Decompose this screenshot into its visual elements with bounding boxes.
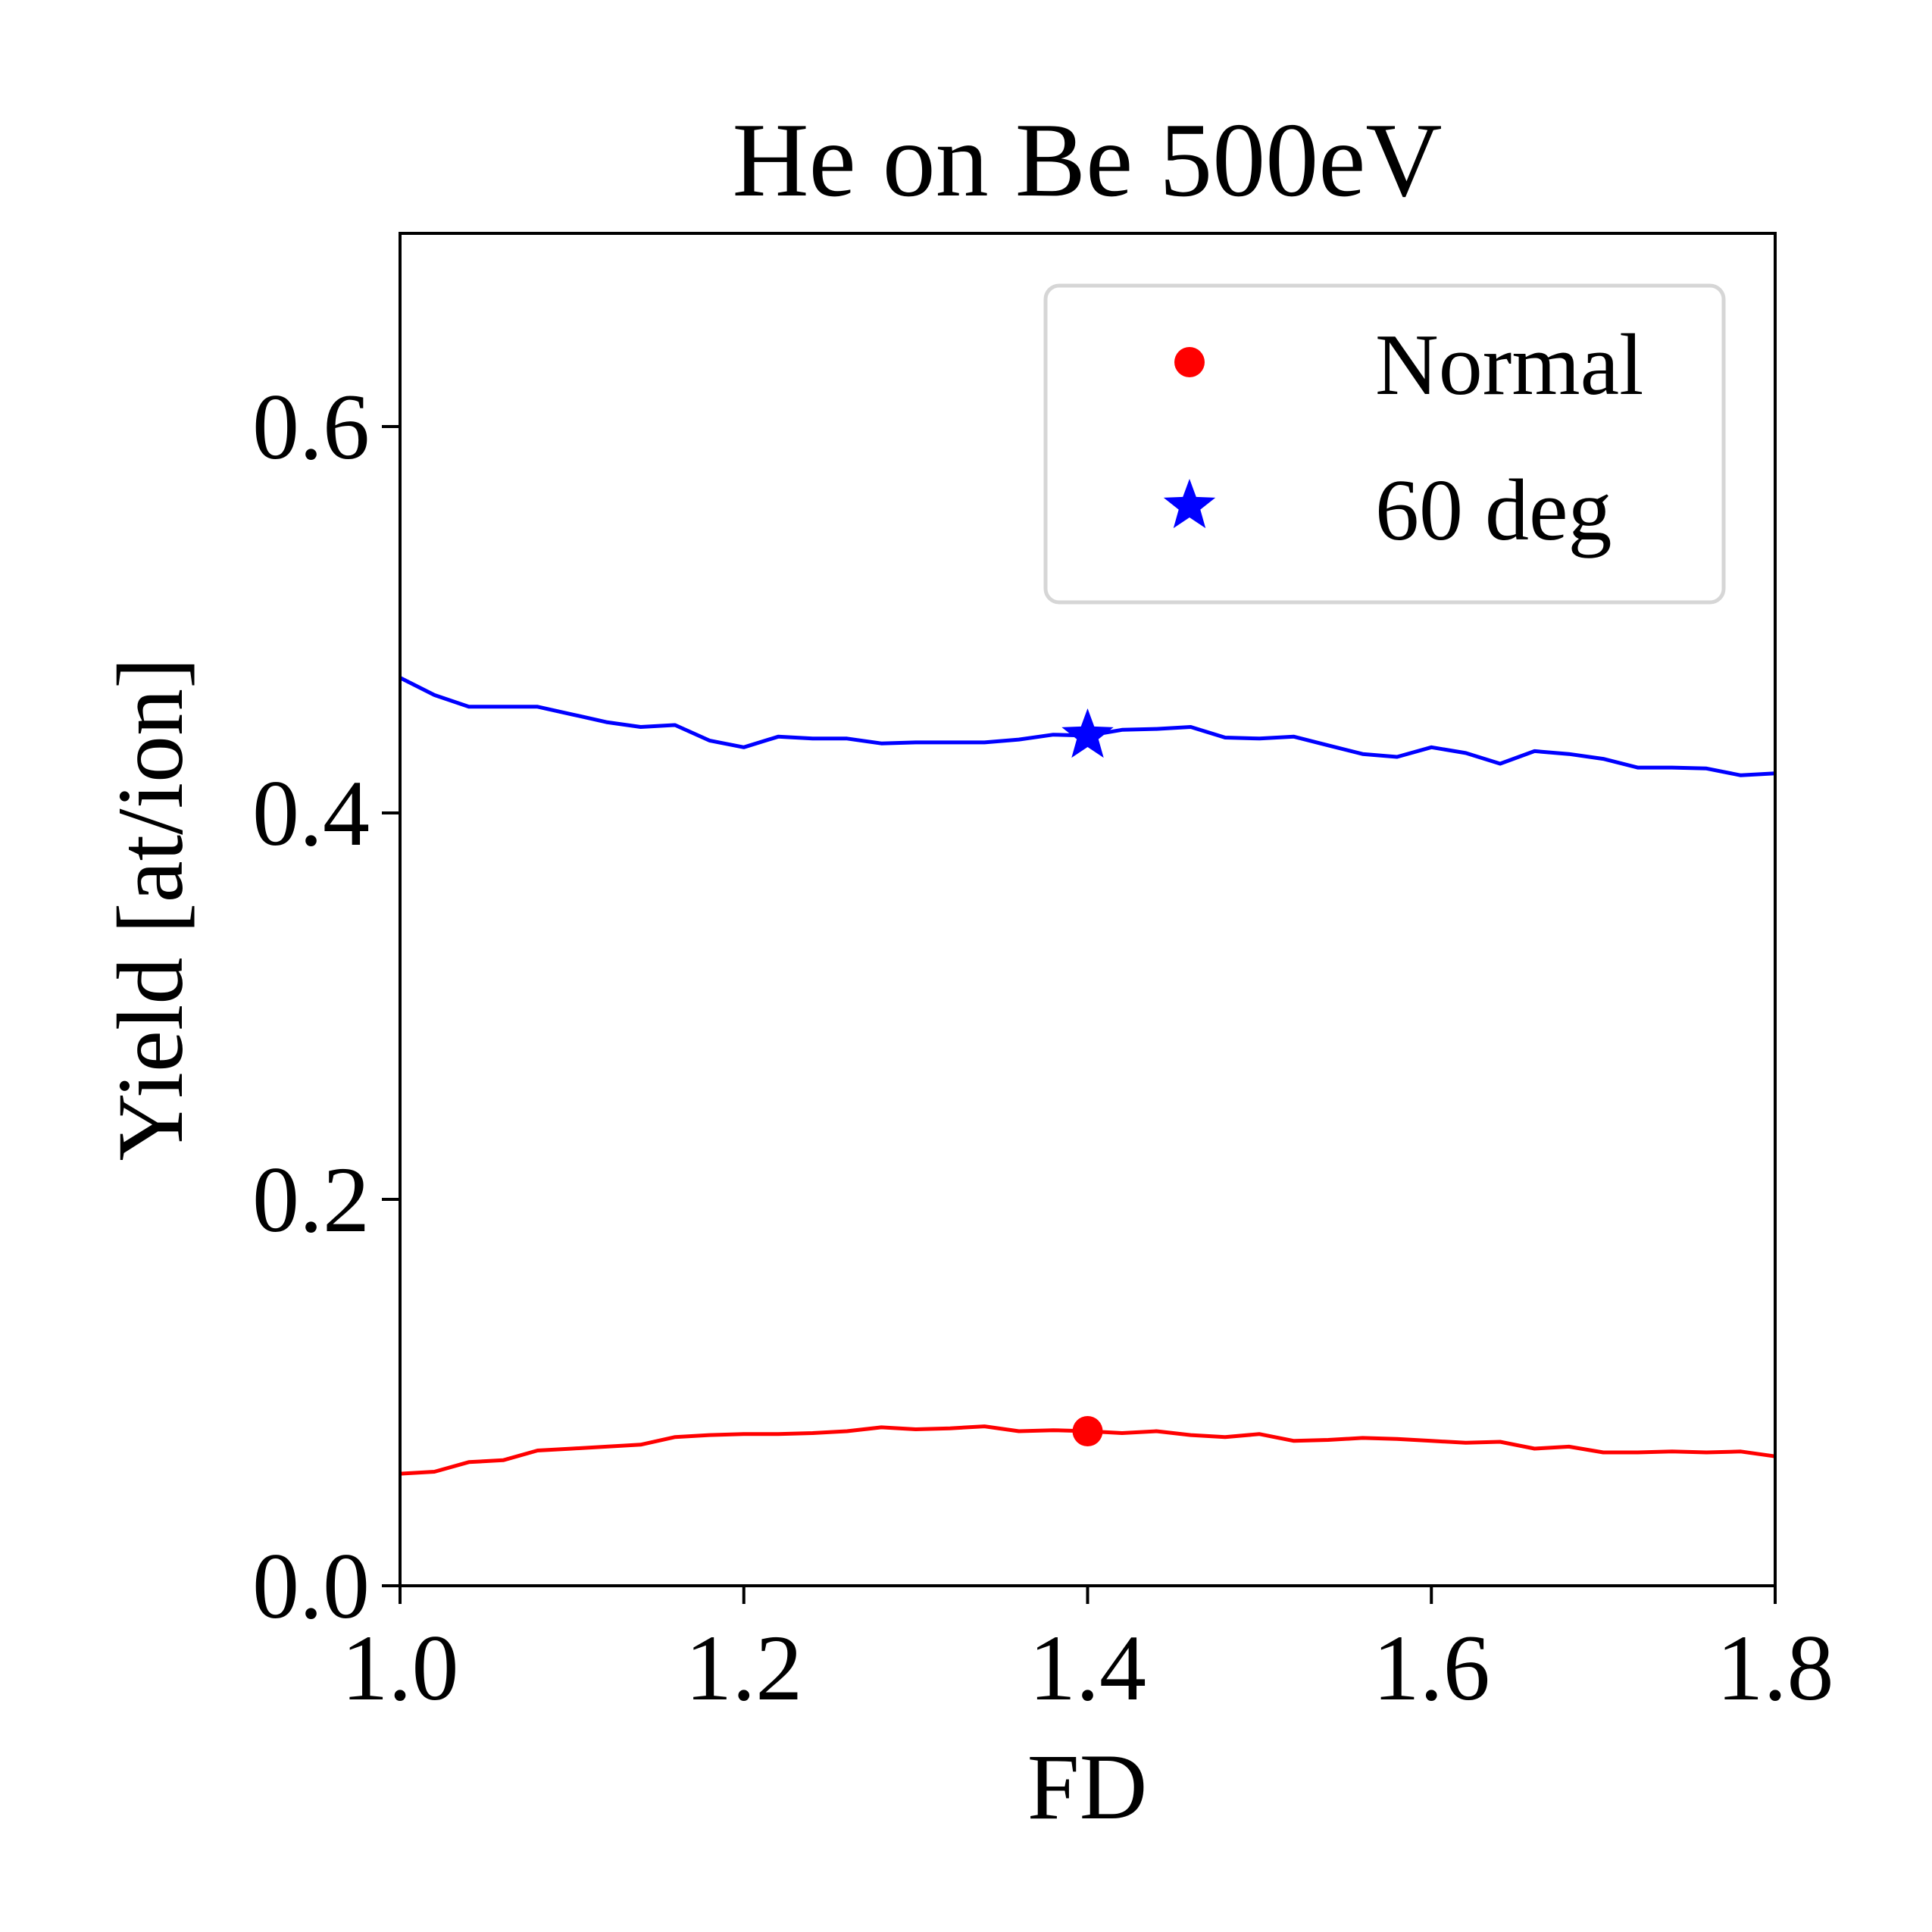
x-tick-label: 1.4: [1029, 1616, 1146, 1720]
legend-60-deg-label: 60 deg: [1375, 462, 1612, 559]
legend: Normal 60 deg: [1043, 283, 1726, 605]
y-axis-ticks: 0.0 0.2 0.4 0.6: [252, 375, 400, 1638]
x-tick-label: 1.0: [342, 1616, 459, 1720]
x-axis-ticks: 1.0 1.2 1.4 1.6 1.8: [342, 1586, 1834, 1720]
legend-60-deg-marker: [1163, 479, 1216, 529]
legend-normal-label: Normal: [1375, 317, 1643, 414]
y-tick-label: 0.0: [252, 1534, 370, 1638]
x-tick-label: 1.2: [685, 1616, 802, 1720]
data-point-60-deg: [1061, 708, 1114, 758]
x-tick-label: 1.6: [1373, 1616, 1490, 1720]
y-axis-label: Yield [at/ion]: [98, 658, 202, 1161]
y-tick-label: 0.4: [252, 761, 370, 865]
legend-normal-marker: [1174, 347, 1205, 377]
chart-title: He on Be 500eV: [732, 102, 1442, 219]
y-tick-label: 0.2: [252, 1148, 370, 1252]
marker-layer: [1061, 708, 1114, 1446]
x-tick-label: 1.8: [1717, 1616, 1834, 1720]
data-point-normal: [1072, 1416, 1103, 1446]
x-axis-label: FD: [1027, 1735, 1148, 1839]
y-tick-label: 0.6: [252, 375, 370, 479]
legend-box: [1043, 283, 1726, 605]
